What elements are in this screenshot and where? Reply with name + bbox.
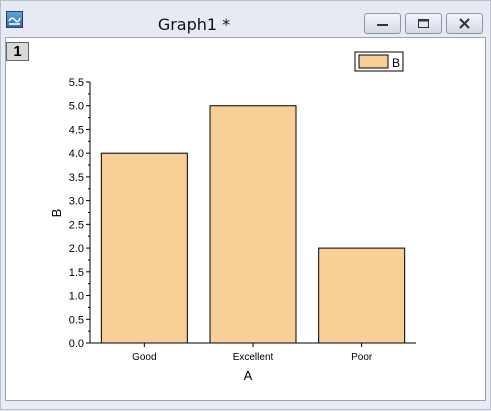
minimize-button[interactable]: [364, 13, 401, 34]
legend-label: B: [392, 56, 400, 70]
y-tick-label: 2.0: [69, 243, 84, 255]
x-axis-title: A: [244, 368, 253, 383]
restore-button[interactable]: [405, 13, 442, 34]
x-tick-label: Good: [132, 352, 156, 363]
x-tick-label: Excellent: [233, 352, 274, 363]
y-tick-label: 4.0: [69, 148, 84, 160]
y-tick-label: 5.0: [69, 101, 84, 113]
y-tick-label: 5.5: [69, 77, 84, 89]
y-tick-label: 3.0: [69, 196, 84, 208]
y-tick-label: 1.0: [69, 291, 84, 303]
y-tick-label: 4.5: [69, 124, 84, 136]
y-tick-label: 0.5: [69, 314, 84, 326]
minimize-icon: [377, 24, 388, 26]
bar-poor[interactable]: [318, 247, 406, 344]
y-axis-title: B: [49, 209, 64, 218]
window-title: Graph1 *: [157, 15, 231, 34]
close-button[interactable]: [446, 13, 483, 34]
bar-excellent[interactable]: [209, 105, 297, 344]
y-tick-label: 1.5: [69, 267, 84, 279]
y-tick-label: 3.5: [69, 172, 84, 184]
restore-icon: [418, 19, 429, 28]
x-tick-label: Poor: [351, 352, 373, 363]
title-bar[interactable]: Graph1 *: [1, 1, 490, 35]
y-tick-label: 2.5: [69, 219, 84, 231]
close-icon: [459, 18, 470, 29]
y-tick-label: 0.0: [69, 338, 84, 350]
graph-window-icon[interactable]: [6, 11, 23, 28]
bar-good[interactable]: [100, 152, 188, 344]
legend-swatch: [358, 54, 389, 69]
layer-1-tab[interactable]: 1: [6, 42, 29, 61]
